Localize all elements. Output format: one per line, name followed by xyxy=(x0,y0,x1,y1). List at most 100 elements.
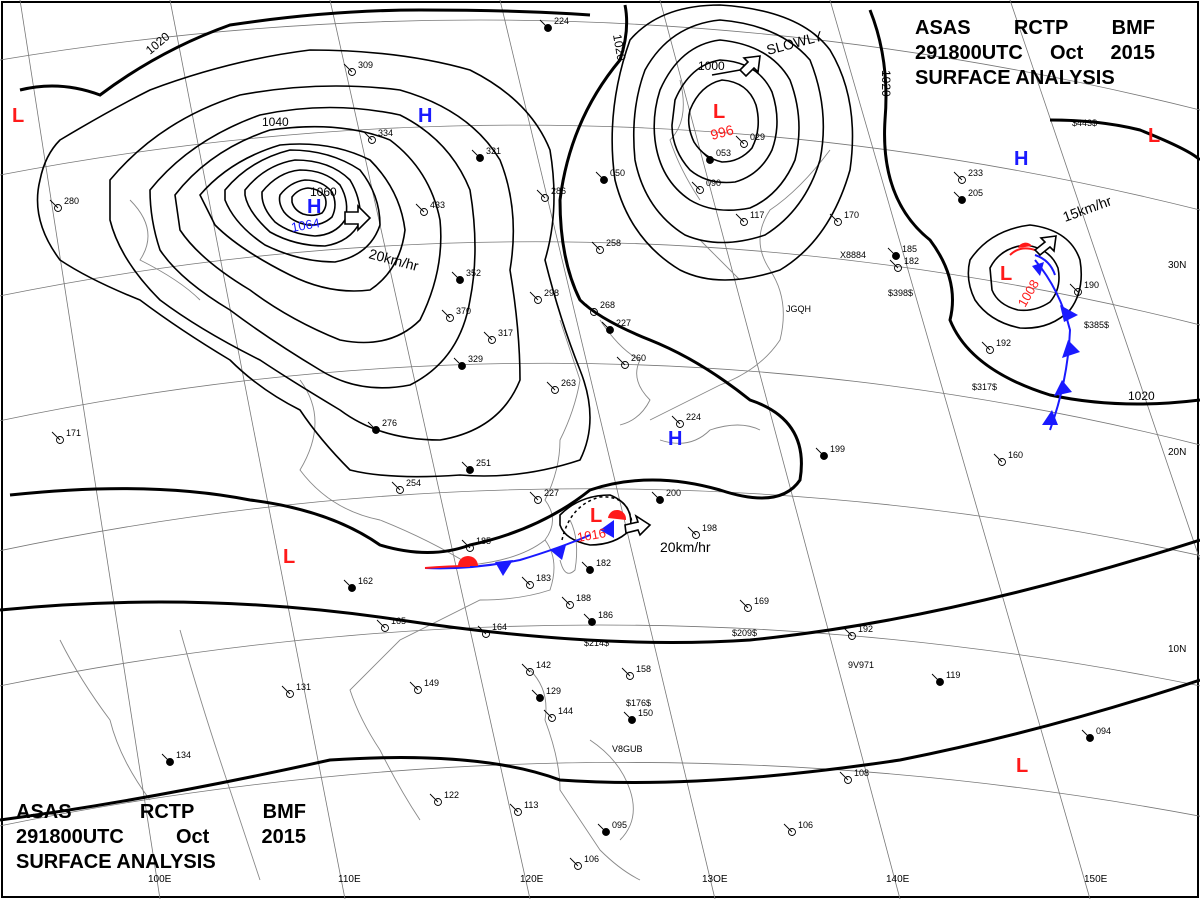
wind-barb xyxy=(701,151,711,161)
wind-barb xyxy=(953,171,963,181)
title-month: Oct xyxy=(1050,42,1084,64)
station-pressure-label: 090 xyxy=(706,178,721,188)
station-pressure-label: 150 xyxy=(638,708,653,718)
station-pressure-label: 321 xyxy=(486,146,501,156)
station-pressure-label: 142 xyxy=(536,660,551,670)
station-pressure-label: 131 xyxy=(296,682,311,692)
wind-barb xyxy=(993,453,1003,463)
station-marker xyxy=(834,218,842,226)
high-center-japan: H xyxy=(668,428,682,450)
motion-label-siberian-high: 20km/hr xyxy=(367,245,420,274)
title-year: 2015 xyxy=(261,826,307,848)
title-agency: ASAS xyxy=(915,17,971,39)
wind-barb xyxy=(687,526,697,536)
station-pressure-label: 188 xyxy=(576,593,591,603)
wind-barb xyxy=(616,356,626,366)
title-time: 291800UTC xyxy=(915,42,1023,64)
station-marker xyxy=(381,624,389,632)
high-center-pacific: H xyxy=(1014,148,1028,170)
wind-barb xyxy=(409,681,419,691)
station-pressure-label: 317 xyxy=(498,328,513,338)
wind-barb xyxy=(839,771,849,781)
station-pressure-label: 286 xyxy=(551,186,566,196)
station-pressure-label: 260 xyxy=(631,353,646,363)
isobar-label: 1060 xyxy=(310,185,337,199)
wind-barb xyxy=(51,431,61,441)
station-pressure-label: 224 xyxy=(554,16,569,26)
station-code-label: $176$ xyxy=(626,698,651,708)
wind-barb xyxy=(536,189,546,199)
station-marker xyxy=(488,336,496,344)
title-line-3: SURFACE ANALYSIS xyxy=(16,851,216,873)
station-pressure-label: 185 xyxy=(902,244,917,254)
station-pressure-label: 129 xyxy=(546,686,561,696)
station-pressure-label: 198 xyxy=(702,523,717,533)
wind-barb xyxy=(623,711,633,721)
wind-barb xyxy=(471,149,481,159)
lon-label-150e: 150E xyxy=(1084,874,1108,885)
wind-barb xyxy=(739,599,749,609)
station-marker xyxy=(844,776,852,784)
station-pressure-label: 117 xyxy=(750,210,764,220)
station-pressure-label: 352 xyxy=(466,268,481,278)
station-pressure-label: 108 xyxy=(854,768,869,778)
wind-barb xyxy=(601,321,611,331)
arrow-east-icon xyxy=(344,204,372,232)
cold-front-east xyxy=(1032,254,1080,431)
title-block-bottom: ASAS RCTP BMF 291800UTC Oct 2015 SURFACE… xyxy=(16,800,306,875)
station-pressure-label: 370 xyxy=(456,306,471,316)
wind-barb xyxy=(529,491,539,501)
frontal-system-south xyxy=(424,496,633,576)
station-pressure-label: 164 xyxy=(492,622,507,632)
low-center-northeast: L xyxy=(1148,125,1160,147)
wind-barb xyxy=(569,857,579,867)
station-pressure-label: 106 xyxy=(584,854,599,864)
isobar-label: 1020 xyxy=(610,33,628,62)
station-marker xyxy=(526,581,534,589)
station-marker xyxy=(998,458,1006,466)
station-pressure-label: 144 xyxy=(558,706,573,716)
wind-barb xyxy=(1081,729,1091,739)
high-center-siberia: H xyxy=(307,196,321,218)
station-pressure-label: 182 xyxy=(904,256,919,266)
title-line-3: SURFACE ANALYSIS xyxy=(915,67,1115,89)
low-center-value: 1016 xyxy=(576,525,607,545)
station-pressure-label: 254 xyxy=(406,478,421,488)
station-pressure-label: 227 xyxy=(616,318,631,328)
station-code-label: $385$ xyxy=(1084,320,1109,330)
motion-arrows xyxy=(344,55,1057,537)
station-code-label: $214$ xyxy=(584,638,609,648)
latitude-grid xyxy=(0,19,1200,827)
low-center-pacific: L xyxy=(1000,263,1012,285)
station-marker xyxy=(986,346,994,354)
station-marker xyxy=(848,632,856,640)
title-center: BMF xyxy=(262,801,306,823)
station-pressure-label: 171 xyxy=(66,428,81,438)
wind-barb xyxy=(671,415,681,425)
station-marker xyxy=(626,672,634,680)
station-pressure-label: 165 xyxy=(391,616,406,626)
wind-barb xyxy=(521,576,531,586)
lat-label-10n: 10N xyxy=(1168,644,1186,655)
isobars xyxy=(0,4,1200,822)
title-source: RCTP xyxy=(139,801,195,823)
station-pressure-label: 186 xyxy=(598,610,613,620)
title-block-top: ASAS RCTP BMF 291800UTC Oct 2015 SURFACE… xyxy=(915,16,1155,91)
station-pressure-label: 182 xyxy=(596,558,611,568)
station-marker xyxy=(740,218,748,226)
station-marker xyxy=(286,690,294,698)
arrow-east-icon xyxy=(624,514,652,537)
station-marker xyxy=(676,420,684,428)
station-pressure-label: 162 xyxy=(358,576,373,586)
wind-barb xyxy=(595,171,605,181)
station-pressure-label: 298 xyxy=(544,288,559,298)
station-pressure-label: 149 xyxy=(424,678,439,688)
station-pressure-label: 119 xyxy=(946,670,960,680)
station-pressure-label: 160 xyxy=(1008,450,1023,460)
warm-front-east xyxy=(1009,242,1036,256)
isobar-label: 1040 xyxy=(262,115,289,129)
isobar-label: 1020 xyxy=(1128,389,1155,403)
wind-barb xyxy=(509,803,519,813)
